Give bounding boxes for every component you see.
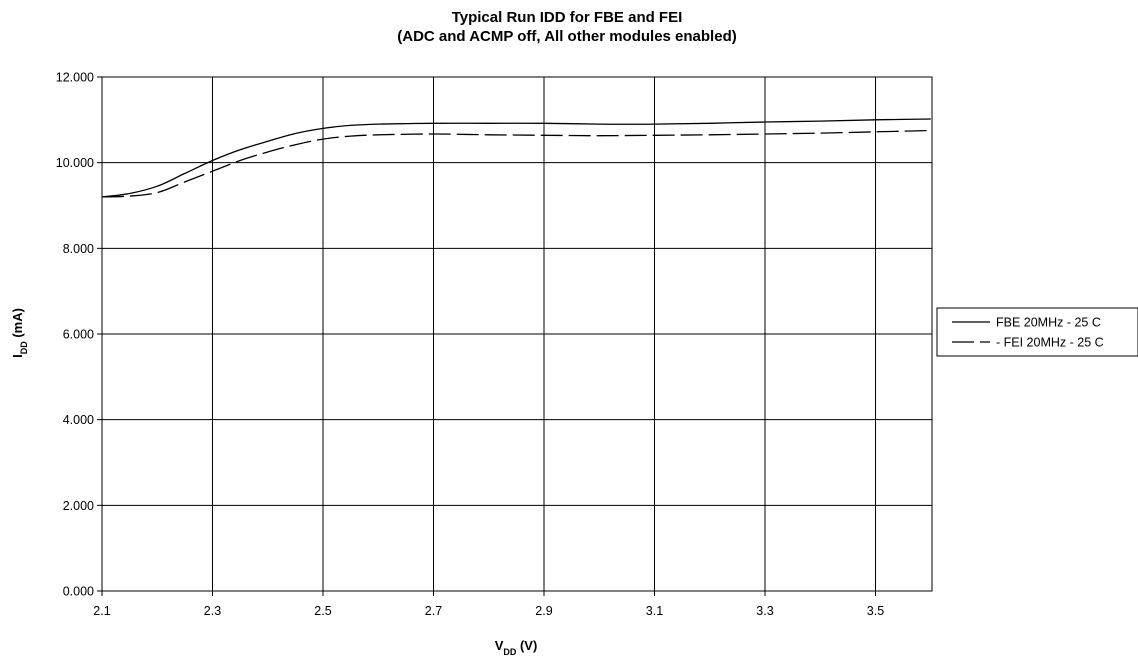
legend-label-fbe: FBE 20MHz - 25 C: [996, 316, 1101, 330]
y-tick-label: 4.000: [63, 413, 94, 427]
x-tick-label: 3.5: [867, 604, 884, 618]
y-axis-label-subscript: DD: [19, 341, 29, 354]
x-tick-label: 2.7: [425, 604, 442, 618]
x-axis-label-unit: (V): [516, 638, 537, 653]
y-tick-label: 6.000: [63, 328, 94, 342]
y-tick-label: 8.000: [63, 242, 94, 256]
x-axis-label-main: V: [495, 638, 504, 653]
x-tick-label: 3.1: [646, 604, 663, 618]
legend-box: [936, 307, 1138, 357]
y-axis-label-main: I: [10, 354, 25, 358]
gridlines: [101, 76, 932, 592]
series-line-fbe: [101, 118, 931, 198]
y-tick-label: 10.000: [56, 156, 94, 170]
series-lines: [101, 118, 931, 198]
legend: FBE 20MHz - 25 C - FEI 20MHz - 25 C: [936, 307, 1138, 357]
y-tick-label: 0.000: [63, 585, 94, 599]
x-axis-ticks: 2.1 2.3 2.5 2.7 2.9 3.1 3.3 3.5: [93, 591, 884, 618]
y-axis-label-unit: (mA): [10, 308, 25, 341]
legend-label-fei: - FEI 20MHz - 25 C: [996, 336, 1104, 350]
y-tick-label: 12.000: [56, 71, 94, 85]
x-tick-label: 3.3: [756, 604, 773, 618]
y-axis-ticks: 0.000 2.000 4.000 6.000 8.000 10.000 12.000: [56, 71, 102, 599]
y-axis-label: IDD (mA): [10, 308, 29, 358]
legend-label-fei-text: FEI 20MHz - 25 C: [1004, 336, 1104, 350]
x-axis-label: VDD (V): [495, 638, 538, 656]
chart-subtitle: (ADC and ACMP off, All other modules ena…: [397, 28, 736, 45]
x-tick-label: 2.3: [204, 604, 221, 618]
y-tick-label: 2.000: [63, 499, 94, 513]
x-axis-label-subscript: DD: [503, 647, 516, 656]
chart-title: Typical Run IDD for FBE and FEI: [452, 9, 683, 26]
x-tick-label: 2.9: [535, 604, 552, 618]
series-line-fei: [101, 129, 931, 198]
x-tick-label: 2.1: [93, 604, 110, 618]
x-tick-label: 2.5: [314, 604, 331, 618]
